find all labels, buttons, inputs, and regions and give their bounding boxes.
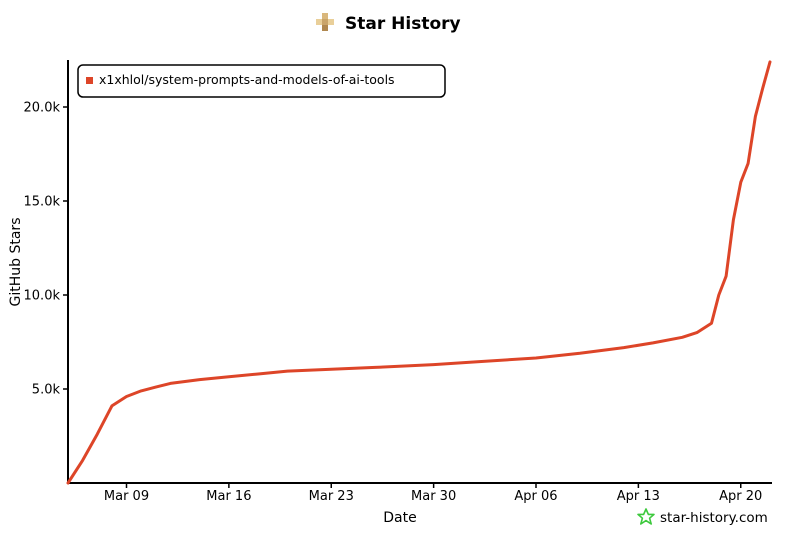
- legend-box: [77, 64, 446, 98]
- y-tick-label: 5.0k: [32, 383, 61, 398]
- green-star-icon: [637, 508, 655, 525]
- y-tick-label: 15.0k: [24, 195, 61, 210]
- x-ticks: Mar 09 Mar 16 Mar 23 Mar 30 Apr 06 Apr 13 Apr …: [104, 483, 762, 504]
- series-line: [66, 60, 772, 485]
- y-axis-title: GitHub Stars: [8, 218, 24, 307]
- chart-title: Star History: [345, 14, 461, 34]
- x-tick-label: Mar 09: [104, 489, 149, 504]
- y-tick-label: 20.0k: [24, 101, 61, 116]
- x-tick-label: Mar 23: [309, 489, 354, 504]
- legend: x1xhlol/system-prompts-and-models-of-ai-…: [77, 64, 446, 98]
- chart-title-group: Star History: [316, 13, 461, 34]
- x-tick-label: Mar 16: [206, 489, 251, 504]
- x-tick-label: Apr 20: [719, 489, 762, 504]
- watermark: star-history.com: [637, 508, 768, 526]
- watermark-text: star-history.com: [660, 510, 768, 526]
- x-axis-title: Date: [383, 510, 416, 526]
- legend-swatch: [86, 77, 93, 84]
- x-tick-label: Mar 30: [411, 489, 456, 504]
- legend-label: x1xhlol/system-prompts-and-models-of-ai-…: [99, 72, 395, 87]
- x-tick-label: Apr 13: [617, 489, 660, 504]
- y-tick-label: 10.0k: [24, 289, 61, 304]
- x-tick-label: Apr 06: [514, 489, 557, 504]
- star-history-logo-icon: [316, 13, 334, 31]
- y-ticks: 5.0k 10.0k 15.0k 20.0k: [24, 101, 68, 398]
